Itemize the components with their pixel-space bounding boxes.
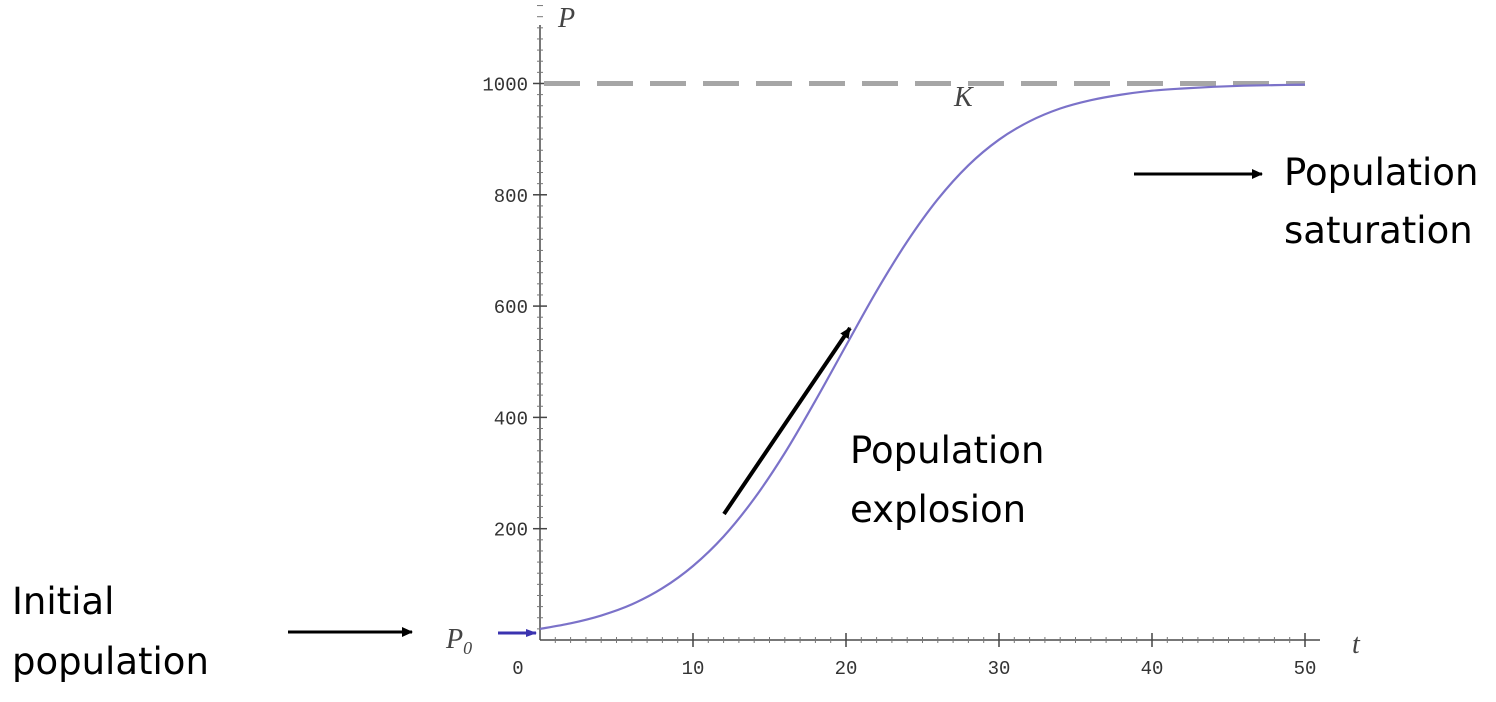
minor-ticks bbox=[537, 5, 1291, 643]
series-line-population bbox=[539, 83, 1306, 630]
y-tick-label: 200 bbox=[494, 520, 528, 542]
y-tick-label: 400 bbox=[494, 408, 528, 430]
carrying-capacity-label: K bbox=[953, 82, 974, 113]
y-tick-label: 600 bbox=[494, 297, 528, 319]
y-axis-label: P bbox=[557, 3, 575, 34]
x-tick-label: 10 bbox=[682, 658, 705, 680]
annotation-saturation-line2: saturation bbox=[1284, 209, 1473, 252]
x-tick-label: 0 bbox=[512, 658, 523, 680]
x-tick-label: 40 bbox=[1141, 658, 1164, 680]
annotation-saturation-line1: Population bbox=[1284, 151, 1478, 194]
explosion-arrow bbox=[722, 326, 852, 516]
annotation-initial-line1: Initial bbox=[12, 580, 114, 623]
y-tick-label: 800 bbox=[494, 186, 528, 208]
annotation-explosion-line1: Population bbox=[850, 429, 1044, 472]
x-tick-label: 20 bbox=[835, 658, 858, 680]
annotation-explosion-line2: explosion bbox=[850, 488, 1026, 531]
x-tick-label: 50 bbox=[1294, 658, 1317, 680]
initial-value-label: P0 bbox=[445, 624, 472, 658]
tick-labels: 200 400 600 800 1000 0 10 20 30 40 50 bbox=[482, 74, 1316, 680]
x-tick-label: 30 bbox=[988, 658, 1011, 680]
x-axis-label: t bbox=[1352, 629, 1361, 660]
annotation-initial-line2: population bbox=[12, 640, 209, 683]
major-ticks bbox=[533, 82, 1306, 647]
y-tick-label: 1000 bbox=[482, 74, 528, 96]
